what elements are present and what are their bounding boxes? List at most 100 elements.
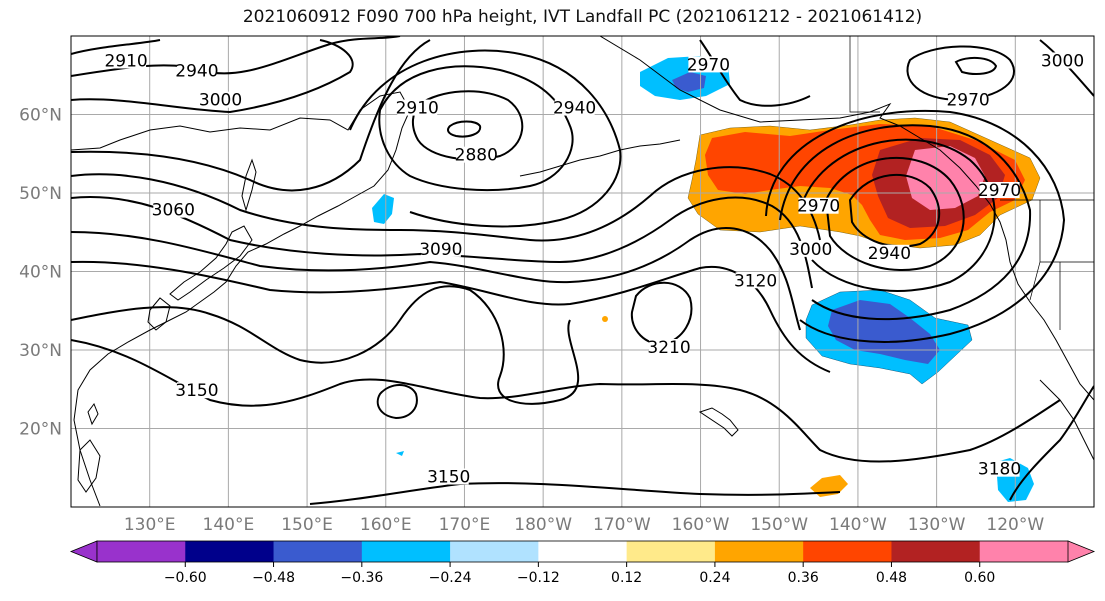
contour-label: 2940 <box>553 99 596 119</box>
alaska-canada-border <box>849 36 880 113</box>
contour-label: 2910 <box>396 99 439 119</box>
contour-2940-north <box>954 56 998 75</box>
colorbar-tick-label: 0.12 <box>611 570 642 586</box>
contour-label-bg <box>979 182 1020 198</box>
taiwan-coastline <box>87 402 99 426</box>
contour-label: 3210 <box>647 338 690 358</box>
contour-3000 <box>71 39 354 114</box>
contour-label: 2940 <box>175 62 218 82</box>
ivt-shading <box>372 56 1041 502</box>
lat-tick-label: 60°N <box>19 106 62 126</box>
contour-label-bg <box>420 240 461 257</box>
ivt-positive-060 <box>906 146 985 210</box>
colorbar-segment <box>626 541 716 562</box>
colorbar-segment <box>803 541 892 562</box>
lon-tick-label: 160°W <box>672 515 730 535</box>
sakhalin-coastline <box>241 158 257 212</box>
contour-label-bg <box>456 146 497 163</box>
contour-label: 3060 <box>152 201 195 221</box>
colorbar-segment <box>361 541 451 562</box>
colorbar-segment <box>538 541 628 562</box>
map-frame <box>70 35 1095 508</box>
contour-label: 3000 <box>789 240 832 260</box>
contour-label-bg <box>790 240 831 257</box>
height-contours <box>71 36 1094 505</box>
colorbar-tick-label: −0.60 <box>164 570 207 586</box>
contour-label: 3000 <box>199 91 242 111</box>
aleutians <box>519 139 681 177</box>
contour-3180 <box>1009 385 1094 501</box>
lon-tick-label: 140°W <box>829 515 887 535</box>
lon-tick-label: 160°E <box>360 515 412 535</box>
contour-label: 3000 <box>1041 51 1084 71</box>
contour-3060-low <box>765 109 1066 343</box>
lat-tick-label: 50°N <box>19 184 62 204</box>
asia-coastline <box>71 91 411 507</box>
colorbar-segment <box>891 541 981 562</box>
contour-label-bg <box>649 339 690 355</box>
alaska-coastline <box>599 36 1094 401</box>
colorbar-segment <box>450 541 539 562</box>
contour-label-bg <box>176 62 217 79</box>
contour-label-bg <box>1042 52 1083 69</box>
ivt-negative-spot <box>396 451 404 456</box>
contour-label: 3180 <box>978 460 1021 480</box>
contour-label-bg <box>397 99 438 116</box>
contour-label: 3120 <box>734 271 777 291</box>
map-grid <box>71 36 1094 507</box>
us-state-lines <box>1029 200 1094 330</box>
contour-3180-loop <box>71 285 580 405</box>
political-boundaries <box>849 36 1094 330</box>
lon-tick-label: 170°W <box>593 515 651 535</box>
contour-label: 2880 <box>455 146 498 166</box>
colorbar-extend-low <box>69 540 98 563</box>
colorbar-frame <box>96 540 1069 563</box>
contour-label-bg <box>153 201 194 218</box>
contour-2910-closed <box>412 90 524 161</box>
contour-label: 3090 <box>419 240 462 260</box>
contour-label: 2970 <box>687 55 730 75</box>
colorbar-tick-label: 0.24 <box>699 570 730 586</box>
colorbar-segment <box>979 541 1069 562</box>
lon-tick-label: 140°E <box>203 515 255 535</box>
contour-label-bg <box>735 272 776 289</box>
contour-3210-closed <box>630 281 693 346</box>
contour-2910 <box>71 39 161 55</box>
contour-2970-trough <box>349 49 622 228</box>
contour-label-bg <box>869 244 910 261</box>
lon-tick-label: 130°W <box>908 515 966 535</box>
contour-label: 2970 <box>946 91 989 111</box>
contour-2970-low <box>824 156 965 271</box>
lon-tick-label: 170°E <box>439 515 491 535</box>
ivt-positive-spot <box>602 316 608 322</box>
baja-coastline <box>1039 379 1094 461</box>
contour-label-bg <box>200 91 241 108</box>
lon-tick-label: 180°W <box>514 515 572 535</box>
contour-label: 3150 <box>427 468 470 488</box>
contour-label-bg <box>688 56 729 73</box>
philippines-coastline <box>77 439 101 493</box>
contour-label: 2910 <box>104 51 147 71</box>
colorbar-segment <box>97 541 186 562</box>
contour-label-bg <box>979 460 1020 477</box>
contour-label-bg <box>428 468 469 485</box>
contour-label: 3150 <box>175 381 218 401</box>
contour-3030-low <box>779 124 1032 321</box>
lon-tick-label: 120°W <box>986 515 1044 535</box>
contour-3030 <box>71 166 821 242</box>
lat-tick-label: 30°N <box>19 341 62 361</box>
colorbar-tick-label: 0.48 <box>876 570 907 586</box>
chart-title: 2021060912 F090 700 hPa height, IVT Land… <box>242 7 923 27</box>
colorbar-segment <box>185 541 275 562</box>
colorbar-tick-label: 0.60 <box>964 570 995 586</box>
contour-label-bg <box>948 91 989 108</box>
coastlines <box>71 36 1094 507</box>
contour-2970-north <box>906 45 1016 102</box>
contour-3120 <box>71 260 831 373</box>
contour-2940-low <box>848 173 940 248</box>
contour-label: 2940 <box>868 244 911 264</box>
contour-2880-closed <box>447 120 482 138</box>
contour-label: 2970 <box>797 197 840 217</box>
contour-label-bg <box>176 382 217 399</box>
